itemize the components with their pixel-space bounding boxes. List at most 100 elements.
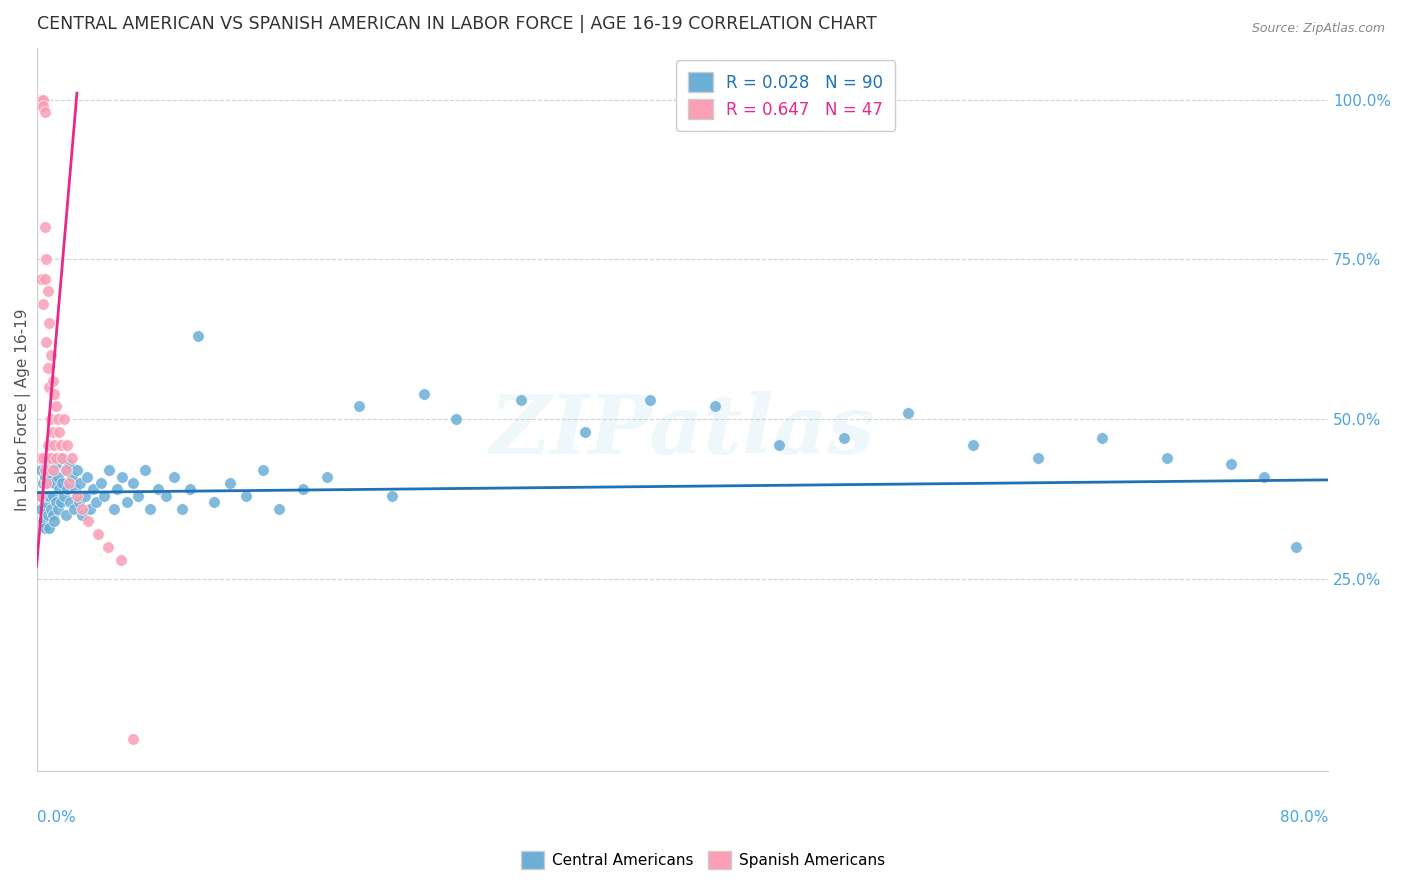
Point [65, 483, 87, 497]
Point [45, 457, 67, 471]
Point [34, 220, 56, 235]
Point [163, 469, 186, 483]
Point [56, 483, 79, 497]
Point [30, 99, 52, 113]
Point [87, 527, 110, 541]
Point [1253, 469, 1275, 483]
Point [34, 469, 56, 483]
Point [41, 374, 63, 388]
Point [41, 508, 63, 522]
Text: CENTRAL AMERICAN VS SPANISH AMERICAN IN LABOR FORCE | AGE 16-19 CORRELATION CHAR: CENTRAL AMERICAN VS SPANISH AMERICAN IN … [37, 15, 876, 33]
Point [30, 271, 52, 285]
Point [60, 469, 83, 483]
Point [35, 252, 58, 267]
Point [37, 285, 59, 299]
Point [105, 483, 128, 497]
Point [32, 515, 55, 529]
Point [202, 495, 225, 509]
Point [70, 501, 93, 516]
Legend: Central Americans, Spanish Americans: Central Americans, Spanish Americans [515, 845, 891, 875]
Point [413, 386, 436, 401]
Point [56, 438, 79, 452]
Point [37, 361, 59, 376]
Point [69, 476, 91, 491]
Point [41, 463, 63, 477]
Point [41, 425, 63, 439]
Point [638, 392, 661, 407]
Point [73, 489, 96, 503]
Point [122, 731, 145, 746]
Point [98, 463, 121, 477]
Point [703, 400, 725, 414]
Point [51, 450, 73, 465]
Point [897, 406, 920, 420]
Point [32, 450, 55, 465]
Text: ZIPatlas: ZIPatlas [489, 392, 875, 471]
Point [55, 463, 77, 477]
Point [349, 400, 371, 414]
Point [55, 508, 77, 522]
Point [32, 476, 55, 491]
Point [39, 348, 62, 362]
Point [70, 508, 93, 522]
Point [115, 495, 138, 509]
Point [35, 489, 58, 503]
Point [38, 489, 60, 503]
Point [66, 489, 89, 503]
Point [127, 489, 149, 503]
Point [58, 457, 80, 471]
Point [48, 425, 70, 439]
Point [45, 400, 67, 414]
Point [32, 297, 55, 311]
Point [28, 450, 51, 465]
Point [28, 489, 51, 503]
Point [34, 271, 56, 285]
Point [44, 438, 66, 452]
Point [53, 412, 76, 426]
Point [67, 495, 90, 509]
Point [76, 469, 98, 483]
Point [291, 483, 314, 497]
Point [37, 438, 59, 452]
Point [155, 489, 177, 503]
Point [49, 450, 72, 465]
Point [58, 476, 80, 491]
Point [103, 501, 125, 516]
Point [446, 412, 468, 426]
Y-axis label: In Labor Force | Age 16-19: In Labor Force | Age 16-19 [15, 309, 31, 511]
Point [34, 463, 56, 477]
Point [316, 469, 339, 483]
Text: 80.0%: 80.0% [1279, 811, 1329, 825]
Point [111, 469, 134, 483]
Point [46, 412, 69, 426]
Point [41, 489, 63, 503]
Point [138, 501, 160, 516]
Point [146, 483, 169, 497]
Point [38, 450, 60, 465]
Point [39, 501, 62, 516]
Point [509, 392, 531, 407]
Point [77, 515, 100, 529]
Point [574, 425, 596, 439]
Point [30, 501, 52, 516]
Point [45, 495, 67, 509]
Point [46, 469, 69, 483]
Point [32, 99, 55, 113]
Point [97, 540, 120, 554]
Point [34, 521, 56, 535]
Point [84, 495, 107, 509]
Point [38, 316, 60, 330]
Point [66, 463, 89, 477]
Point [53, 489, 76, 503]
Point [187, 329, 209, 343]
Point [28, 489, 51, 503]
Point [44, 476, 66, 491]
Legend: R = 0.028   N = 90, R = 0.647   N = 47: R = 0.028 N = 90, R = 0.647 N = 47 [676, 61, 896, 131]
Point [93, 489, 115, 503]
Point [1026, 450, 1049, 465]
Point [37, 508, 59, 522]
Point [62, 501, 84, 516]
Point [55, 463, 77, 477]
Point [44, 386, 66, 401]
Point [34, 495, 56, 509]
